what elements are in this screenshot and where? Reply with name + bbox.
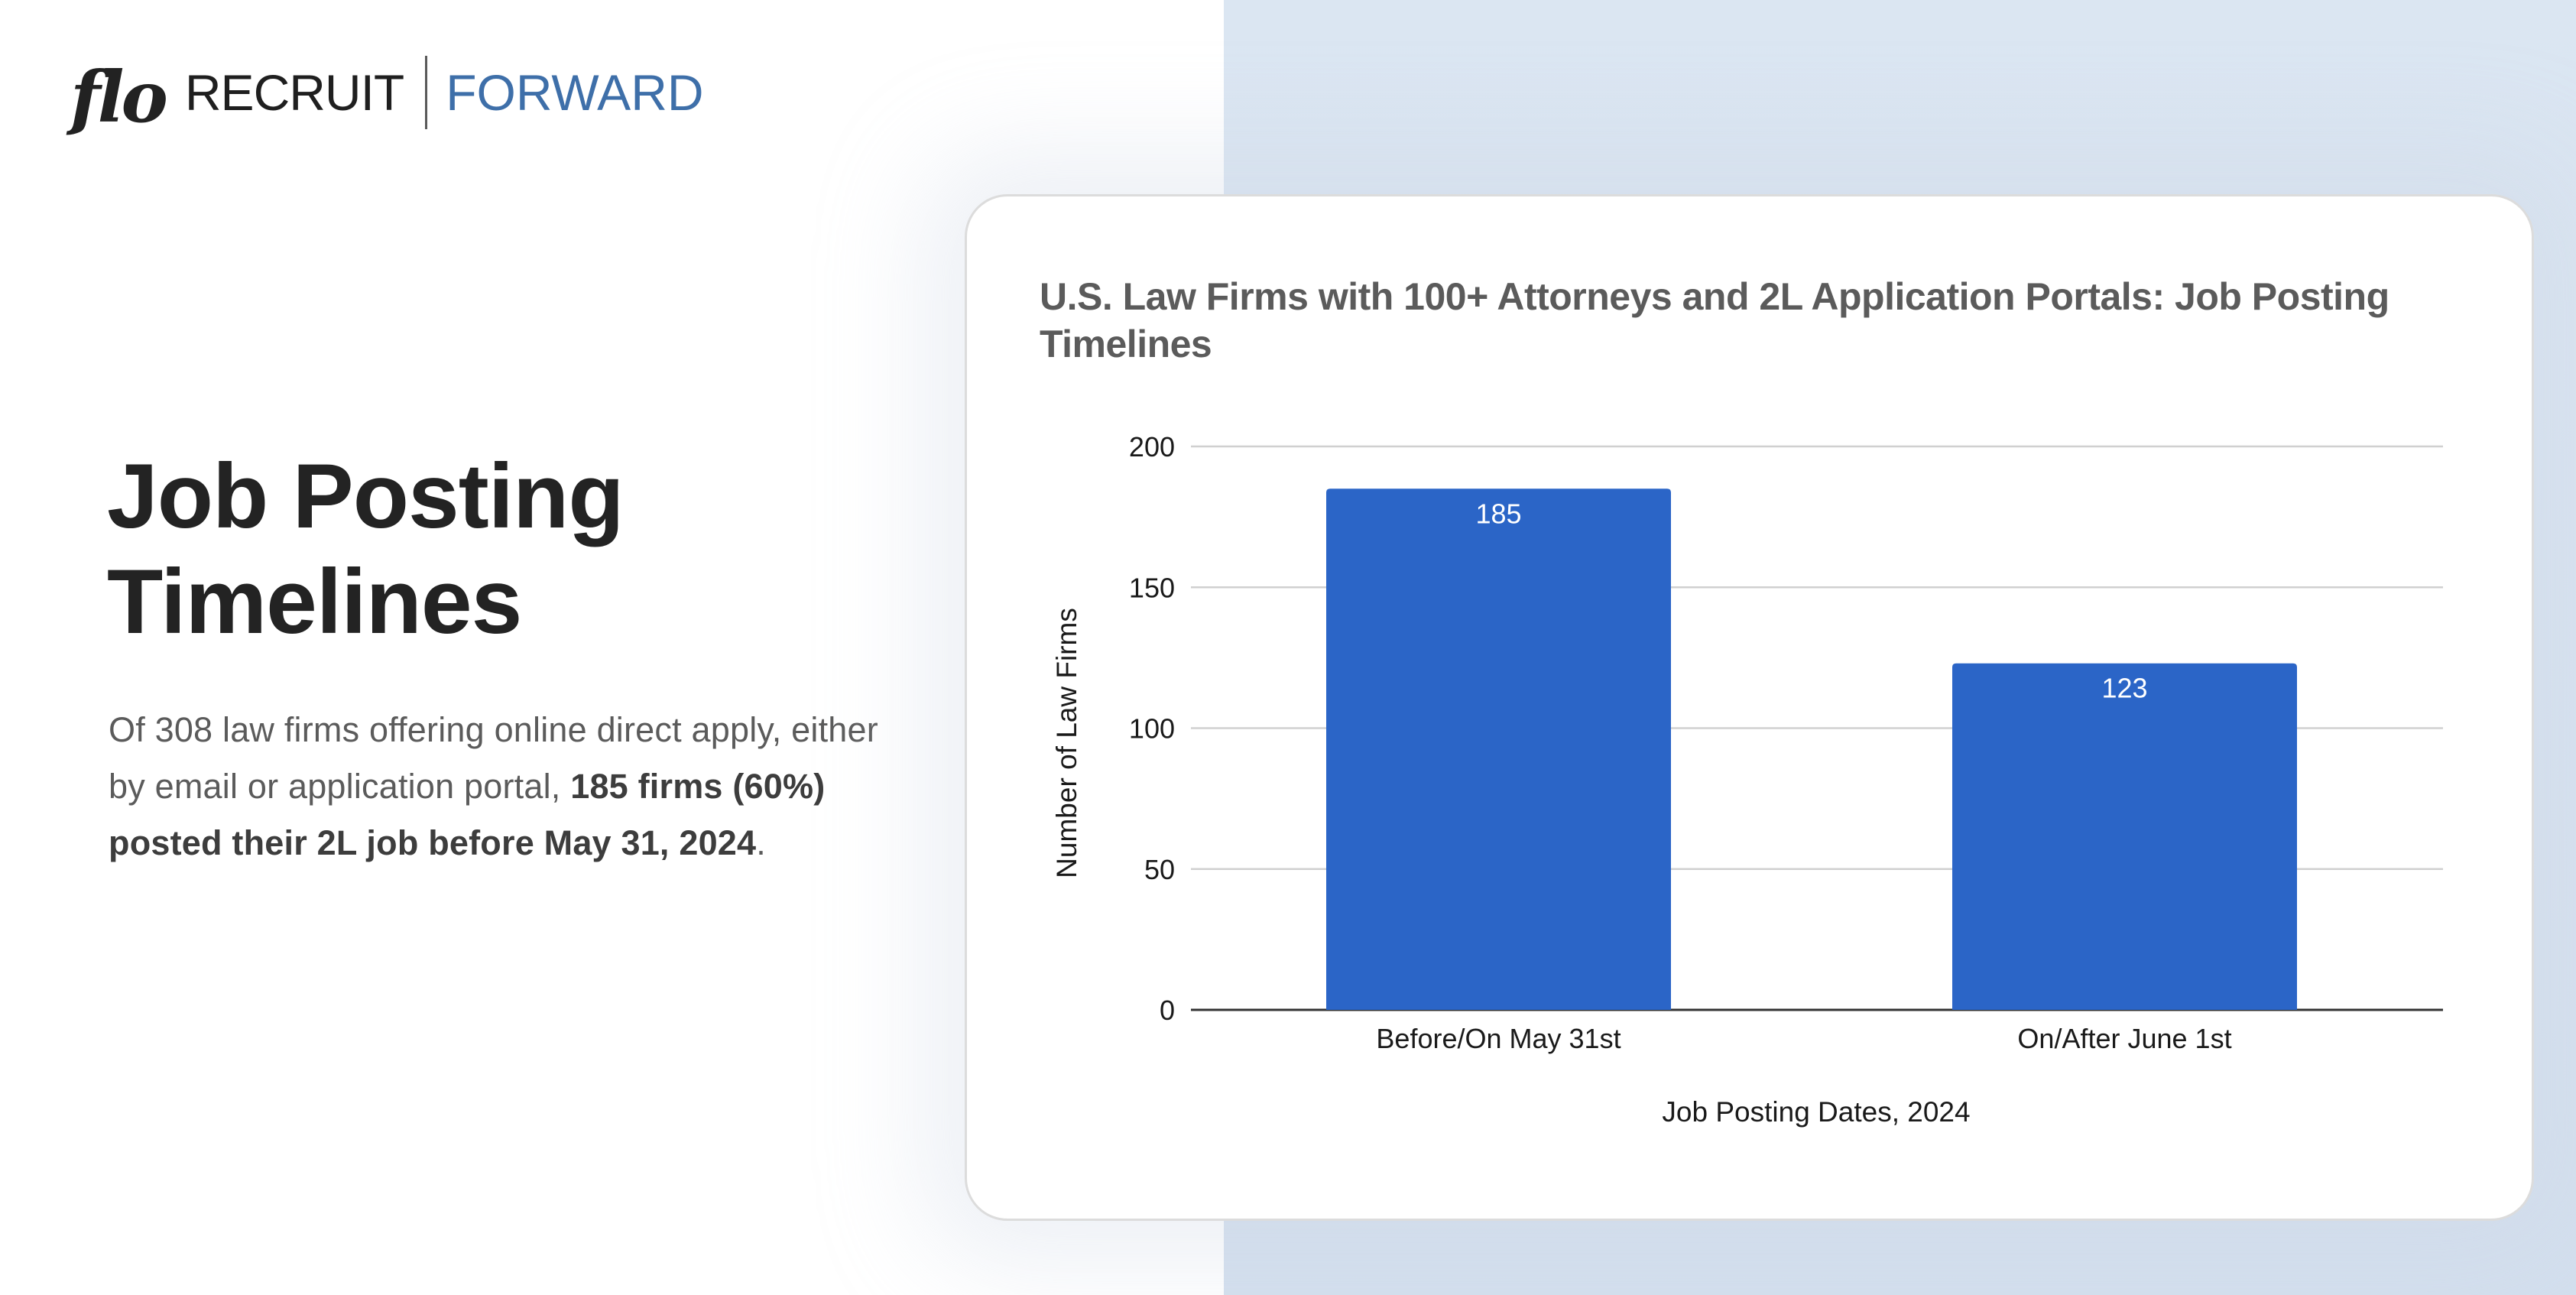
summary-highlight: 185 firms (60%) posted their 2L job befo… (109, 767, 826, 862)
x-axis-ticks: Before/On May 31st On/After June 1st (1376, 1023, 2231, 1054)
page-title: Job Posting Timelines (107, 443, 871, 654)
bars: 185 123 (1326, 488, 2297, 1010)
bar-chart: 185 123 0 50 100 150 200 Before/On May 31st On… (1051, 431, 2443, 1128)
y-tick-label: 0 (1160, 995, 1175, 1026)
bar-value-label: 185 (1475, 498, 1521, 529)
logo-word: RECRUIT (184, 64, 404, 121)
bar-value-label: 123 (2101, 673, 2147, 704)
chart-title: U.S. Law Firms with 100+ Attorneys and 2… (1040, 275, 2389, 365)
logo-tagline: FORWARD (446, 64, 704, 121)
summary-intro: Of 308 law firms offering online direct … (109, 710, 878, 806)
brand-logo: flo RECRUIT FORWARD (70, 50, 704, 135)
summary-text: Of 308 law firms offering online direct … (109, 702, 888, 871)
y-axis-title: Number of Law Firms (1051, 608, 1082, 878)
x-axis-title: Job Posting Dates, 2024 (1662, 1096, 1970, 1128)
y-tick-label: 100 (1129, 713, 1175, 745)
page-title-line1: Job Posting (107, 445, 625, 547)
x-category-label: Before/On May 31st (1376, 1023, 1621, 1054)
x-category-label: On/After June 1st (2017, 1023, 2231, 1054)
chart-card: U.S. Law Firms with 100+ Attorneys and 2… (965, 194, 2534, 1221)
bar (1952, 663, 2297, 1010)
y-axis-ticks: 0 50 100 150 200 (1129, 431, 1175, 1026)
y-tick-label: 150 (1129, 572, 1175, 603)
y-tick-label: 50 (1144, 854, 1175, 885)
summary-end: . (756, 823, 766, 862)
logo-divider (425, 56, 428, 129)
y-tick-label: 200 (1129, 431, 1175, 462)
logo-script: flo (70, 56, 168, 138)
bar (1326, 488, 1671, 1010)
page-title-line2: Timelines (107, 550, 522, 653)
